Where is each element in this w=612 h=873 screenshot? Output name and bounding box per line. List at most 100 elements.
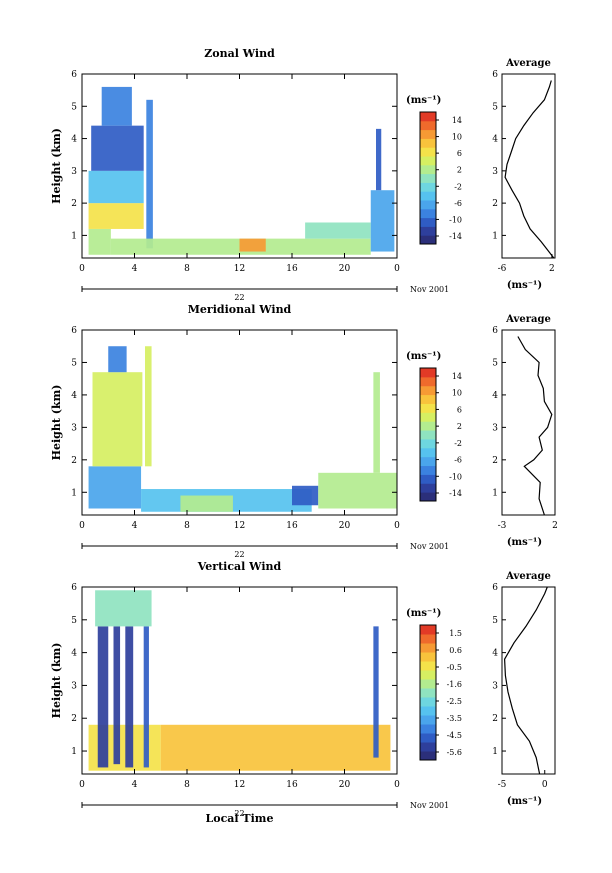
colorbar-swatch [420,156,436,166]
heatmap-cell-7 [318,472,397,509]
colorbar-swatch [420,138,436,148]
heatmap-cell-5 [180,495,233,512]
colorbar-tick-label: -5.6 [447,748,462,757]
x-axis-label: Local Time [206,812,274,825]
average-x-tick-label: 0 [542,780,548,790]
x-tick-label: 12 [234,780,245,790]
average-x-label: (ms⁻¹) [507,280,542,291]
colorbar-swatch [420,643,436,653]
y-tick-label: 6 [71,583,77,593]
average-y-tick-label: 2 [492,456,498,466]
heatmap-cell-3 [145,346,152,467]
colorbar-tick-label: 1.5 [449,629,462,638]
colorbar-swatch [420,652,436,662]
average-y-tick-label: 1 [492,488,498,498]
x-tick-label: 20 [339,264,351,274]
y-tick-label: 3 [71,167,77,177]
colorbar-swatch [420,706,436,716]
colorbar-swatch [420,217,436,227]
x-tick-label: 20 [339,521,351,531]
x-tick-label: 12 [234,264,245,274]
colorbar-swatch [420,661,436,671]
x-tick-label: 4 [132,780,138,790]
colorbar-swatch [420,208,436,219]
colorbar-swatch [420,751,436,761]
x-tick-label: 12 [234,521,245,531]
colorbar-tick-label: 14 [452,116,462,125]
colorbar-tick-label: -14 [449,232,462,241]
average-title: Average [505,314,551,325]
y-tick-label: 2 [71,456,77,466]
colorbar-swatch [420,235,436,245]
heatmap-cell-2 [88,170,144,204]
heatmap-cell-7 [239,238,266,252]
colorbar-swatch [420,191,436,201]
x-tick-label: 0 [394,264,400,274]
colorbar-unit: (ms⁻¹) [406,95,441,106]
colorbar-swatch [420,173,436,183]
date-month-label: Nov 2001 [410,542,449,551]
y-tick-label: 5 [71,616,77,626]
heatmap-cell-0 [88,228,111,255]
y-tick-label: 6 [71,70,77,80]
colorbar-swatch [420,368,436,378]
colorbar-tick-label: -2 [454,439,462,448]
heatmap-cell-3 [91,125,144,171]
y-tick-label: 4 [71,391,77,401]
x-tick-label: 16 [286,521,298,531]
colorbar-tick-label: 6 [457,149,462,158]
colorbar-tick-label: -10 [449,472,462,481]
y-tick-label: 4 [71,135,77,145]
heatmap-cell-5 [143,626,149,768]
y-tick-label: 5 [71,102,77,112]
colorbar-tick-label: -6 [454,456,462,465]
colorbar-unit: (ms⁻¹) [406,351,441,362]
date-month-label: Nov 2001 [410,285,449,294]
average-profile-line [503,586,548,775]
colorbar-frame [419,624,437,761]
y-tick-label: 4 [71,649,77,659]
date-day-label: 22 [234,550,244,559]
colorbar-swatch [420,120,436,131]
x-tick-label: 4 [132,521,138,531]
average-x-tick-label: -3 [498,521,507,531]
colorbar-tick-label: -4.5 [447,731,462,740]
average-frame [501,329,556,516]
y-tick-label: 1 [71,747,77,757]
colorbar-swatch [420,715,436,725]
colorbar-tick-label: -2 [454,182,462,191]
colorbar-tick-label: -6 [454,199,462,208]
average-y-tick-label: 1 [492,747,498,757]
heatmap-cell-3 [113,626,121,765]
average-frame [501,586,556,775]
colorbar-tick-label: -14 [449,489,462,498]
colorbar-swatch [420,421,436,431]
colorbar-swatch [420,688,436,698]
y-axis-label: Height (km) [50,128,63,204]
average-x-tick-label: -6 [498,264,507,274]
x-tick-label: 16 [286,264,298,274]
colorbar-swatch [420,474,436,484]
heatmap-cell-1 [92,372,143,467]
colorbar-tick-label: -1.6 [447,680,462,689]
average-profile-line [517,336,553,516]
heatmap-cell-6 [95,590,152,627]
heatmap-cell-4 [125,626,134,768]
colorbar-swatch [420,385,436,396]
colorbar-swatch [420,403,436,413]
colorbar-swatch [420,394,436,404]
heatmap-cell-8 [373,372,380,473]
colorbar-swatch [420,438,436,449]
date-month-label: Nov 2001 [410,801,449,810]
colorbar-tick-label: 0.6 [449,646,462,655]
y-tick-label: 1 [71,488,77,498]
average-x-tick-label: 2 [549,264,555,274]
heatmap-cell-8 [305,222,371,239]
heatmap-cell-7 [373,626,379,758]
colorbar-swatch [420,634,436,644]
colorbar-swatch [420,226,436,236]
colorbar-tick-label: 10 [452,133,462,142]
heatmap-cell-10 [376,128,382,191]
x-tick-label: 16 [286,780,298,790]
